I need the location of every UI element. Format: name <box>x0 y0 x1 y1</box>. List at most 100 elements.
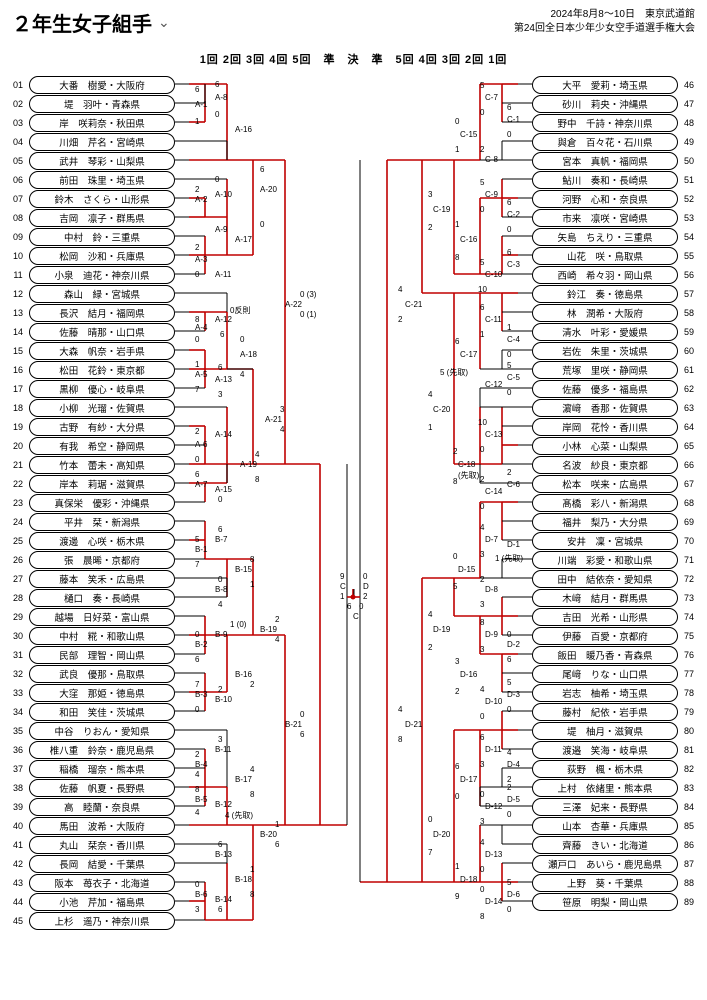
player-name: 佐藤 帆夏・長野県 <box>29 779 175 797</box>
player-name: 與倉 百々花・石川県 <box>532 133 678 151</box>
match-label: 5 <box>480 81 484 90</box>
match-label: B-2 <box>195 640 207 649</box>
match-label: D-3 <box>507 690 520 699</box>
player-row: 40馬田 波希・大阪府 <box>10 816 175 835</box>
player-num: 03 <box>10 118 26 128</box>
match-label: 0 <box>260 220 264 229</box>
player-row: 34和田 笑佳・茨城県 <box>10 702 175 721</box>
player-row: 29越場 日好菜・富山県 <box>10 607 175 626</box>
player-row: 46大平 愛莉・埼玉県 <box>532 75 697 94</box>
match-label: D-7 <box>485 535 498 544</box>
match-label: C-7 <box>485 93 498 102</box>
match-label: B-20 <box>260 830 277 839</box>
match-label: C-1 <box>507 115 520 124</box>
player-row: 79藤村 紀依・岩手県 <box>532 702 697 721</box>
player-row: 67松本 咲来・広島県 <box>532 474 697 493</box>
player-row: 64岸岡 花怜・香川県 <box>532 417 697 436</box>
player-num: 17 <box>10 384 26 394</box>
player-name: 田中 結依奈・愛知県 <box>532 570 678 588</box>
match-label: 0 <box>455 792 459 801</box>
player-name: 丸山 栞奈・香川県 <box>29 836 175 854</box>
player-name: 長沢 結月・福岡県 <box>29 304 175 322</box>
player-row: 30中村 糀・和歌山県 <box>10 626 175 645</box>
chevron-down-icon[interactable]: ⌄ <box>158 14 170 31</box>
player-row: 62佐藤 優多・福島県 <box>532 379 697 398</box>
match-label: A-10 <box>215 190 232 199</box>
player-num: 49 <box>681 137 697 147</box>
player-num: 12 <box>10 289 26 299</box>
match-label: 6 <box>455 762 459 771</box>
player-row: 44小池 芹加・福島県 <box>10 892 175 911</box>
player-num: 79 <box>681 707 697 717</box>
match-label: 8 <box>453 477 457 486</box>
player-name: 市来 凛咲・宮崎県 <box>532 209 678 227</box>
match-label: 8 <box>480 912 484 921</box>
match-label: 5 <box>507 678 511 687</box>
match-label: 1 (先取) <box>495 553 523 564</box>
match-label: C-12 <box>485 380 502 389</box>
match-label: 1 <box>507 323 511 332</box>
player-row: 73木﨑 結月・群馬県 <box>532 588 697 607</box>
right-players: 46大平 愛莉・埼玉県47砂川 莉央・沖縄県48野中 千詩・神奈川県49與倉 百… <box>532 75 697 911</box>
match-label: 1 <box>340 592 344 601</box>
match-label: A-19 <box>240 460 257 469</box>
player-name: 中村 鈴・三重県 <box>29 228 175 246</box>
match-label: 2 <box>195 427 199 436</box>
player-name: 渡邉 笑海・岐阜県 <box>532 741 678 759</box>
player-name: 大森 帆奈・岩手県 <box>29 342 175 360</box>
player-row: 35中谷 りおん・愛知県 <box>10 721 175 740</box>
player-name: 中村 糀・和歌山県 <box>29 627 175 645</box>
player-num: 13 <box>10 308 26 318</box>
match-label: 2 <box>363 592 367 601</box>
player-row: 87瀬戸口 あいら・鹿児島県 <box>532 854 697 873</box>
match-label: 2 <box>195 243 199 252</box>
match-label: 0 <box>195 880 199 889</box>
player-num: 30 <box>10 631 26 641</box>
match-label: 0 <box>507 705 511 714</box>
player-row: 10松岡 沙和・兵庫県 <box>10 246 175 265</box>
match-label: C-17 <box>460 350 477 359</box>
player-name: 和田 笑佳・茨城県 <box>29 703 175 721</box>
player-name: 堤 羽叶・青森県 <box>29 95 175 113</box>
player-row: 75伊藤 百愛・京都府 <box>532 626 697 645</box>
player-num: 51 <box>681 175 697 185</box>
match-label: 1 <box>455 145 459 154</box>
player-num: 52 <box>681 194 697 204</box>
match-label: C-11 <box>485 315 502 324</box>
player-num: 28 <box>10 593 26 603</box>
match-label: B-21 <box>285 720 302 729</box>
player-row: 45上杉 遥乃・神奈川県 <box>10 911 175 930</box>
match-label: 0 <box>480 712 484 721</box>
match-label: 0 <box>507 350 511 359</box>
match-label: A-20 <box>260 185 277 194</box>
match-label: 4 <box>398 705 402 714</box>
match-label: D-20 <box>433 830 450 839</box>
match-label: B-17 <box>235 775 252 784</box>
match-label: A-17 <box>235 235 252 244</box>
match-label: 0 <box>428 815 432 824</box>
match-label: A-7 <box>195 480 207 489</box>
match-label: C-13 <box>485 430 502 439</box>
match-label: 2 <box>453 447 457 456</box>
player-name: 吉田 光希・山形県 <box>532 608 678 626</box>
match-label: 0 <box>215 175 219 184</box>
match-label: 3 <box>480 550 484 559</box>
match-label: A-18 <box>240 350 257 359</box>
player-row: 09中村 鈴・三重県 <box>10 227 175 246</box>
match-label: C-19 <box>433 205 450 214</box>
player-num: 75 <box>681 631 697 641</box>
player-name: 三澤 妃来・長野県 <box>532 798 678 816</box>
match-label: 7 <box>195 385 199 394</box>
match-label: B-7 <box>215 535 227 544</box>
player-name: 古野 有紗・大分県 <box>29 418 175 436</box>
match-label: A-12 <box>215 315 232 324</box>
match-label: D-19 <box>433 625 450 634</box>
match-label: 2 <box>480 575 484 584</box>
player-row: 55山花 咲・鳥取県 <box>532 246 697 265</box>
player-name: 佐藤 晴那・山口県 <box>29 323 175 341</box>
player-row: 32武良 優那・鳥取県 <box>10 664 175 683</box>
player-num: 43 <box>10 878 26 888</box>
match-label: 2 <box>195 750 199 759</box>
player-row: 13長沢 結月・福岡県 <box>10 303 175 322</box>
match-label: B-12 <box>215 800 232 809</box>
